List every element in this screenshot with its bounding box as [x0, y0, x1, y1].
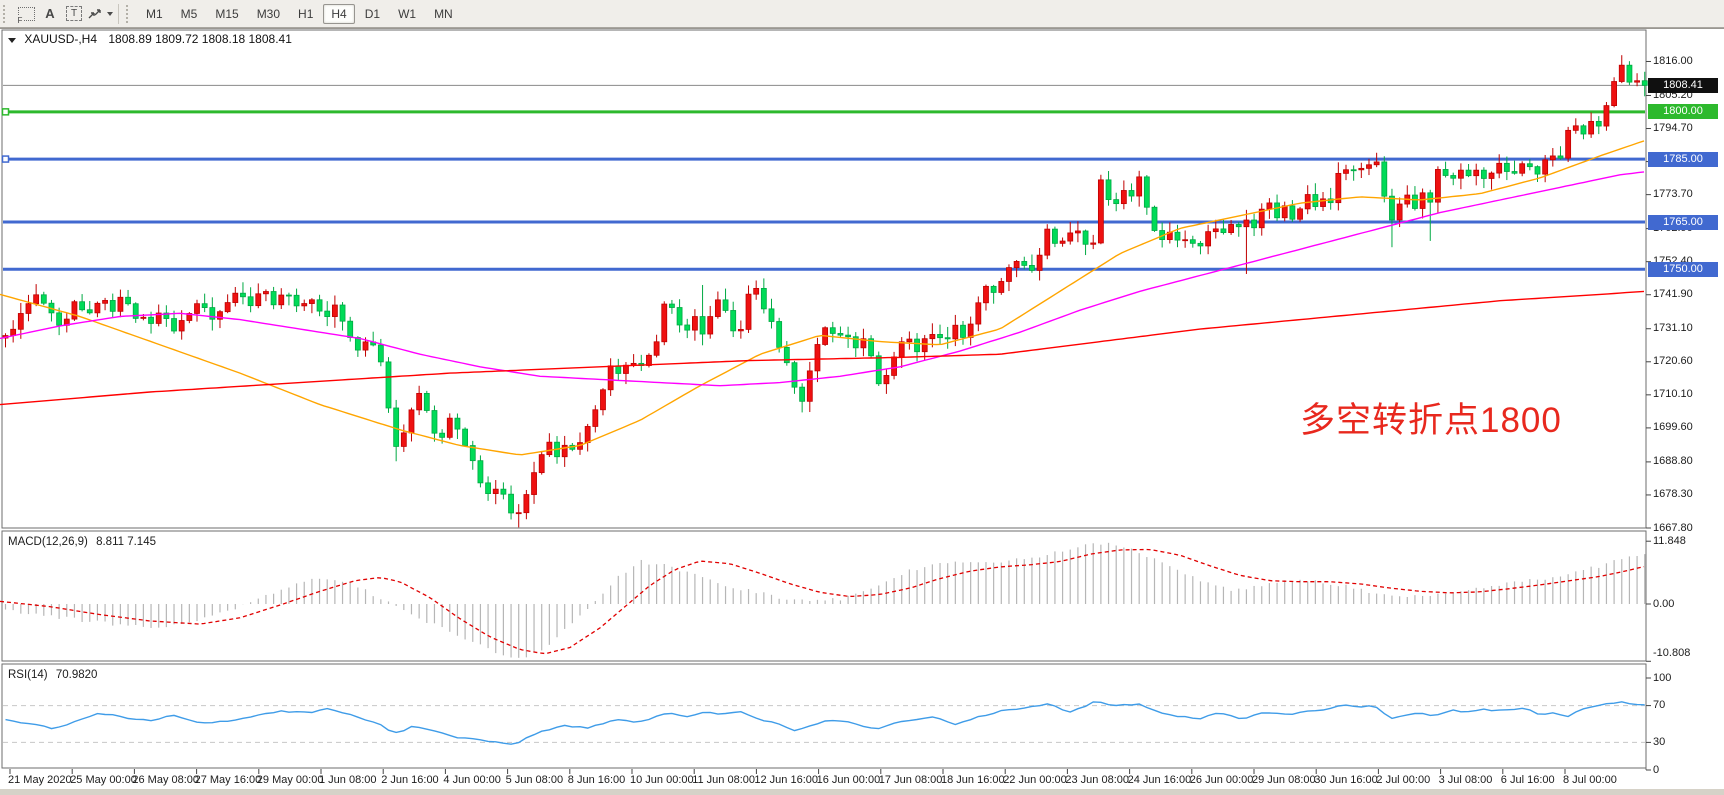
last-candle	[1641, 80, 1648, 86]
annotation-text[interactable]: 多空转折点1800	[1300, 401, 1562, 440]
date-tick-label: 5 Jun 08:00	[505, 774, 564, 786]
macd-pane-border	[1, 530, 1647, 662]
collapse-triangle-icon[interactable]	[8, 38, 16, 43]
price-tick-label: 1667.80	[1653, 521, 1693, 534]
rsi-value: 70.9820	[55, 669, 98, 681]
date-tick-label: 26 May 08:00	[132, 774, 200, 786]
chart-window-tool-button[interactable]: F	[15, 3, 37, 25]
text-box-icon: T	[66, 6, 82, 21]
date-tick-label: 12 Jun 16:00	[754, 774, 819, 786]
price-tick-label: 1741.90	[1653, 288, 1693, 301]
hline-badge-1800: 1800.00	[1648, 104, 1718, 120]
hline-anchor-1785	[1, 155, 10, 163]
chart-title: XAUUSD-,H4 1808.89 1809.72 1808.18 1808.…	[8, 32, 292, 46]
arrow-objects-tool-button[interactable]	[87, 3, 113, 24]
hline-badge-1765: 1765.00	[1648, 214, 1718, 230]
arrow-objects-icon	[88, 8, 101, 18]
timeframe-button-M1[interactable]: M1	[146, 6, 163, 21]
timeframe-button-M15[interactable]: M15	[215, 6, 239, 21]
price-tick-label: 1710.10	[1653, 388, 1693, 401]
date-tick-label: 29 May 00:00	[256, 774, 324, 786]
timeframe-button-M30[interactable]: M30	[256, 6, 281, 21]
date-tick-label: 24 Jun 16:00	[1127, 774, 1192, 786]
price-tick-label: 1688.80	[1653, 455, 1693, 468]
MA-mid-line	[0, 171, 1645, 387]
date-tick-label: 4 Jun 00:00	[443, 774, 501, 786]
rsi-tick-label: 30	[1653, 735, 1666, 748]
date-tick-label: 22 Jun 00:00	[1003, 774, 1067, 786]
symbol-period-label: XAUUSD-,H4	[24, 32, 98, 46]
timeframe-button-W1[interactable]: W1	[398, 6, 417, 21]
date-tick-label: 21 May 2020	[8, 774, 72, 786]
hline-badge-1785: 1785.00	[1648, 151, 1718, 167]
macd-signal-line	[0, 548, 1645, 655]
current-price-badge: 1808.41	[1648, 77, 1718, 93]
toolbar-separator	[118, 3, 119, 24]
date-tick-label: 29 Jun 08:00	[1252, 774, 1316, 786]
macd-pane-label: MACD(12,26,9) 8.811 7.145	[8, 536, 156, 548]
rsi-tick-label: 70	[1653, 699, 1666, 712]
date-tick-label: 10 Jun 00:00	[630, 774, 694, 786]
date-tick-label: 1 Jun 08:00	[319, 774, 377, 786]
price-tick-label: 1678.30	[1653, 488, 1693, 501]
date-tick-label: 11 Jun 08:00	[692, 774, 755, 786]
rsi-pane-label: RSI(14) 70.9820	[8, 669, 98, 681]
macd-values: 8.811 7.145	[96, 536, 156, 548]
chart-grid-icon: F	[16, 6, 35, 25]
price-tick-label: 1816.00	[1653, 54, 1693, 67]
dropdown-caret-icon	[107, 11, 113, 16]
date-tick-label: 16 Jun 00:00	[816, 774, 881, 786]
rsi-line	[5, 701, 1645, 745]
text-label-icon: A	[45, 6, 55, 21]
timeframe-group: M1 M5 M15 M30 H1 H4 D1 W1 MN	[137, 3, 462, 24]
date-tick-label: 6 Jul 16:00	[1500, 774, 1555, 786]
text-label-tool-button[interactable]: A	[39, 3, 61, 24]
timeframe-button-M5[interactable]: M5	[180, 6, 198, 21]
rsi-tick-label: 0	[1653, 763, 1660, 776]
toolbar-grip-2[interactable]	[126, 4, 132, 23]
price-tick-label: 1720.60	[1653, 355, 1693, 368]
timeframe-button-MN[interactable]: MN	[434, 6, 453, 21]
MA-slow-line	[0, 290, 1645, 406]
rsi-pane-border	[1, 663, 1647, 769]
price-tick-label: 1731.10	[1653, 322, 1693, 335]
main-pane-border	[1, 29, 1647, 529]
macd-tick-label: -10.808	[1653, 646, 1691, 659]
date-tick-label: 3 Jul 08:00	[1438, 774, 1493, 786]
toolbar: F A T M1 M5 M15 M30 H1 H4 D1 W1 MN	[0, 0, 1724, 28]
timeframe-button-D1[interactable]: D1	[364, 6, 381, 21]
date-tick-label: 30 Jun 16:00	[1314, 774, 1378, 786]
price-tick-label: 1773.70	[1653, 188, 1693, 201]
date-tick-label: 2 Jul 00:00	[1376, 774, 1431, 786]
MA-fast-line	[0, 140, 1645, 456]
date-tick-label: 17 Jun 08:00	[878, 774, 943, 786]
date-tick-label: 26 Jun 00:00	[1189, 774, 1254, 786]
date-tick-label: 8 Jun 16:00	[567, 774, 626, 786]
date-tick-label: 18 Jun 16:00	[941, 774, 1005, 786]
date-tick-label: 23 Jun 08:00	[1065, 774, 1130, 786]
timeframe-button-H4[interactable]: H4	[323, 3, 355, 24]
toolbar-grip[interactable]	[3, 4, 9, 23]
date-tick-label: 25 May 00:00	[70, 774, 137, 786]
rsi-tick-label: 100	[1653, 671, 1672, 684]
date-tick-label: 2 Jun 16:00	[381, 774, 439, 786]
price-tick-label: 1794.70	[1653, 122, 1693, 135]
window-bottom-edge	[0, 789, 1724, 795]
macd-tick-label: 0.00	[1653, 597, 1675, 610]
timeframe-button-H1[interactable]: H1	[298, 6, 314, 21]
price-tick-label: 1699.60	[1653, 421, 1693, 434]
hline-anchor-1800	[1, 108, 10, 116]
text-box-tool-button[interactable]: T	[63, 3, 85, 24]
date-tick-label: 27 May 16:00	[194, 774, 262, 786]
ohlc-readout: 1808.89 1809.72 1808.18 1808.41	[108, 32, 292, 46]
date-tick-label: 8 Jul 00:00	[1563, 774, 1617, 786]
hline-badge-1750: 1750.00	[1648, 261, 1718, 277]
macd-tick-label: 11.848	[1653, 534, 1686, 547]
